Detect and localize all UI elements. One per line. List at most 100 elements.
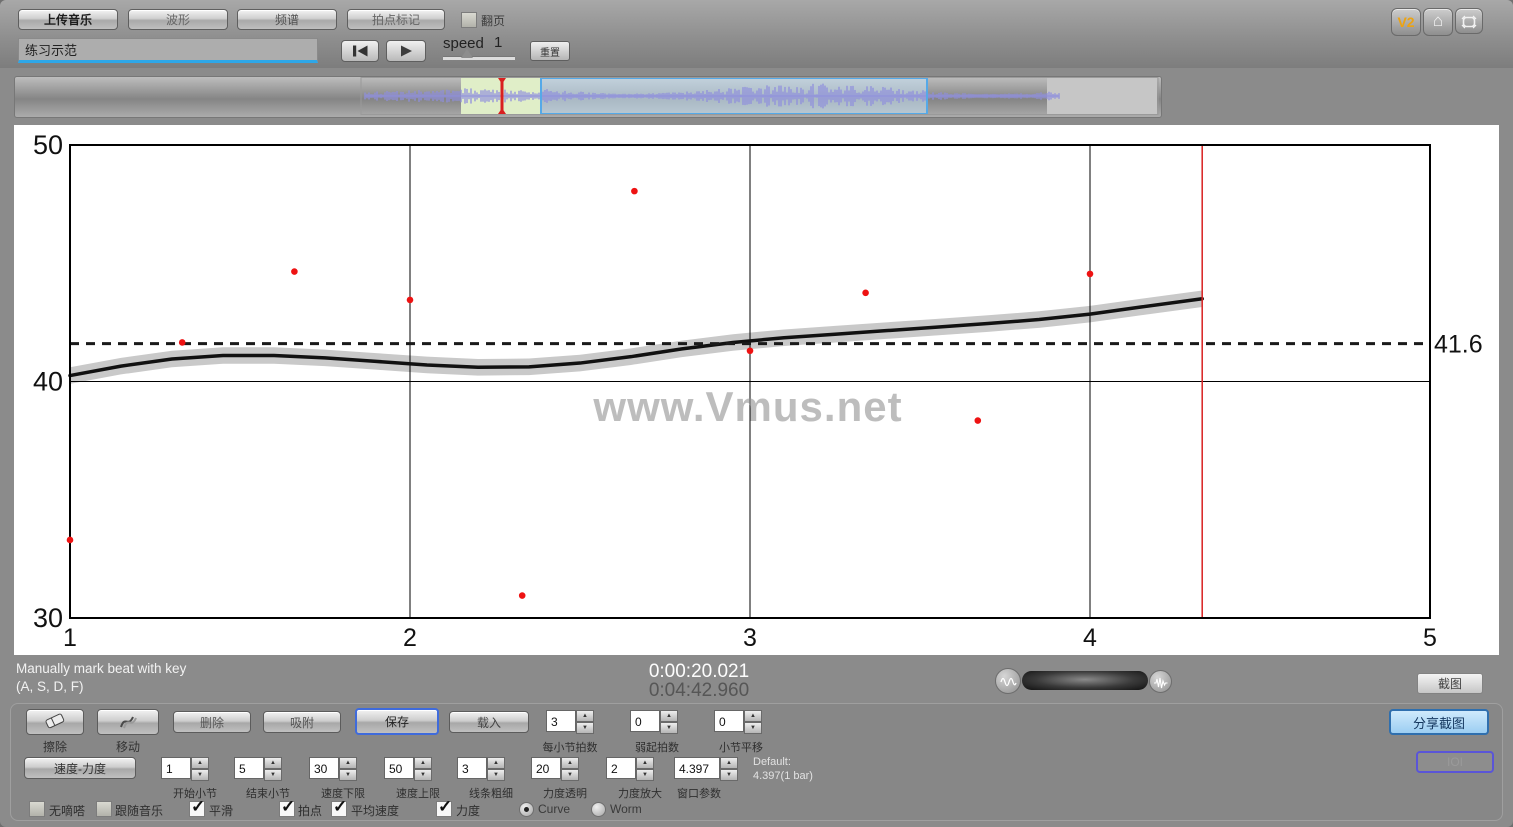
move-label: 移动 [115,740,140,754]
current-time: 0:00:20.021 [648,661,750,682]
overview-waveform-bar[interactable] [14,76,1162,118]
average-tempo-checkbox[interactable] [331,797,347,817]
window-param-value[interactable]: 4.397 [674,757,720,779]
skip-to-start-button[interactable] [341,40,379,62]
upload-music-button[interactable]: 上传音乐 [18,9,118,30]
beats-per-bar-value[interactable]: 3 [546,710,576,732]
spin-up-button[interactable]: ▲ [744,710,762,722]
spin-up-button[interactable]: ▲ [414,757,432,769]
radio-worm-label: Worm [610,802,642,816]
spin-up-button[interactable]: ▲ [720,757,738,769]
total-time: 0:04:42.960 [648,680,750,701]
waveform-view-button[interactable]: 波形 [128,9,228,30]
fullscreen-button[interactable] [1455,8,1483,34]
erase-button[interactable] [26,709,84,735]
dynamics-opacity-value[interactable]: 20 [531,757,561,779]
tempo-max-spinner: ▲ ▼ [414,757,432,781]
radio-worm[interactable] [591,802,606,817]
radio-curve[interactable] [519,802,534,817]
spin-down-button[interactable]: ▼ [414,769,432,781]
dynamics-gain-label: 力度放大 [618,788,662,800]
reset-speed-button[interactable]: 重置 [530,41,570,61]
playback-morph-slider[interactable] [1022,671,1148,690]
line-width-value[interactable]: 3 [457,757,487,779]
erase-label: 擦除 [42,740,67,754]
spin-up-button[interactable]: ▲ [487,757,505,769]
bar-shift-spinner: ▲ ▼ [744,710,762,734]
smooth-checkbox[interactable] [189,797,205,817]
spin-down-button[interactable]: ▼ [720,769,738,781]
default-note-line1: Default: [753,756,791,768]
spin-up-button[interactable]: ▲ [191,757,209,769]
svg-text:41.6: 41.6 [1434,331,1483,359]
beat-mark-hint-line2: (A, S, D, F) [16,679,84,694]
spin-up-button[interactable]: ▲ [576,710,594,722]
spin-down-button[interactable]: ▼ [561,769,579,781]
spectrum-view-button[interactable]: 频谱 [237,9,337,30]
page-turn-checkbox[interactable] [461,12,477,28]
spin-up-button[interactable]: ▲ [660,710,678,722]
pickup-beats-value[interactable]: 0 [630,710,660,732]
share-screenshot-button[interactable]: 分享截图 [1389,709,1489,735]
svg-text:4: 4 [1083,624,1097,652]
spin-up-button[interactable]: ▲ [636,757,654,769]
end-bar-value[interactable]: 5 [234,757,264,779]
overview-waveform[interactable] [15,77,1159,115]
beats-per-bar-spinner: ▲ ▼ [576,710,594,734]
home-icon: ⌂ [1432,11,1444,30]
pickup-beats-spinner: ▲ ▼ [660,710,678,734]
spin-up-button[interactable]: ▲ [339,757,357,769]
version-v2-button[interactable]: V2 [1391,8,1421,36]
end-bar-label: 结束小节 [246,788,290,800]
piece-title-input[interactable] [18,38,318,63]
speed-slider-thumb[interactable] [461,49,473,58]
follow-music-checkbox[interactable] [96,801,112,817]
delete-button[interactable]: 删除 [173,711,251,733]
move-button[interactable] [97,709,159,735]
spin-up-button[interactable]: ▲ [264,757,282,769]
svg-text:1: 1 [63,624,77,652]
spin-down-button[interactable]: ▼ [744,722,762,734]
no-click-checkbox[interactable] [29,801,45,817]
play-button[interactable] [386,40,426,62]
spin-down-button[interactable]: ▼ [636,769,654,781]
spin-down-button[interactable]: ▼ [191,769,209,781]
spin-down-button[interactable]: ▼ [487,769,505,781]
bar-shift-label: 小节平移 [719,742,763,754]
dynamics-gain-value[interactable]: 2 [606,757,636,779]
line-width-spinner: ▲ ▼ [487,757,505,781]
tempo-min-value[interactable]: 30 [309,757,339,779]
default-note-line2: 4.397(1 bar) [753,770,813,782]
svg-text:3: 3 [743,624,757,652]
speed-slider[interactable] [443,49,515,60]
screenshot-button[interactable]: 截图 [1417,673,1483,694]
save-button[interactable]: 保存 [355,708,439,735]
tempo-max-value[interactable]: 50 [384,757,414,779]
wave-pulse-icon [1149,670,1172,693]
tempo-curve-chart[interactable]: 30 40 50 1 2 3 4 5 41.6 [14,125,1499,655]
home-button[interactable]: ⌂ [1423,8,1453,36]
spin-down-button[interactable]: ▼ [339,769,357,781]
top-toolbar: 上传音乐 波形 频谱 拍点标记 翻页 V2 ⌂ speed 1 重置 [0,0,1513,68]
start-bar-value[interactable]: 1 [161,757,191,779]
spin-down-button[interactable]: ▼ [660,722,678,734]
skip-to-start-icon [352,45,367,57]
beats-per-bar-label: 每小节拍数 [542,742,598,754]
speed-label: speed [443,35,484,52]
beat-points-checkbox[interactable] [279,797,295,817]
dynamics-checkbox[interactable] [436,797,452,817]
dynamics-gain-spinner: ▲ ▼ [636,757,654,781]
pickup-beats-label: 弱起拍数 [635,742,679,754]
spin-down-button[interactable]: ▼ [264,769,282,781]
beat-mark-button[interactable]: 拍点标记 [347,9,445,30]
load-button[interactable]: 载入 [449,711,529,733]
bar-shift-value[interactable]: 0 [714,710,744,732]
eraser-icon [45,713,65,729]
spin-down-button[interactable]: ▼ [576,722,594,734]
tempo-dynamics-mode-button[interactable]: 速度-力度 [24,757,136,779]
spin-up-button[interactable]: ▲ [561,757,579,769]
ioi-button[interactable]: IOI [1416,751,1494,773]
beat-mark-hint-line1: Manually mark beat with key [16,661,187,676]
snap-button[interactable]: 吸附 [263,711,341,733]
beat-points-label: 拍点 [298,804,323,818]
